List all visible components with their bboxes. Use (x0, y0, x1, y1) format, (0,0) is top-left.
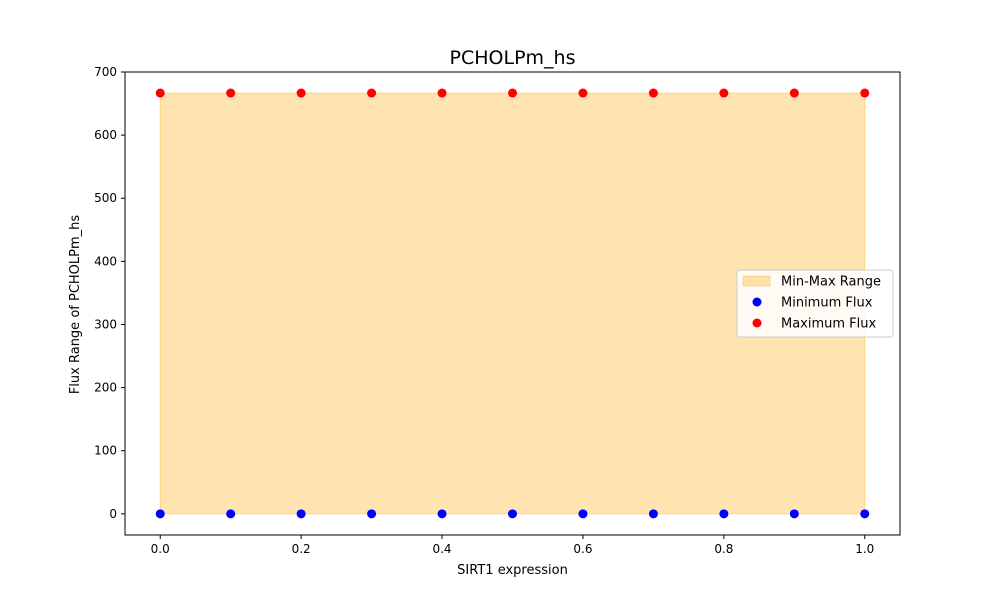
maximum-flux-point (226, 88, 236, 98)
maximum-flux-point (860, 88, 870, 98)
maximum-flux-point (437, 88, 447, 98)
y-tick-label: 600 (94, 128, 117, 142)
y-tick-label: 400 (94, 254, 117, 268)
y-tick-label: 700 (94, 65, 117, 79)
minimum-flux-point (719, 509, 729, 519)
chart-title: PCHOLPm_hs (450, 47, 576, 69)
legend-label-range: Min-Max Range (781, 275, 881, 290)
minimum-flux-point (296, 509, 306, 519)
minimum-flux-point (226, 509, 236, 519)
maximum-flux-point (648, 88, 658, 98)
minimum-flux-point (367, 509, 377, 519)
axes-frame (124, 71, 901, 536)
minimum-flux-point (155, 509, 165, 519)
legend-label-maximum: Maximum Flux (781, 317, 877, 332)
legend-marker-maximum (752, 318, 762, 328)
x-tick-label: 0.8 (714, 542, 733, 556)
maximum-flux-point (789, 88, 799, 98)
maximum-flux-point (155, 88, 165, 98)
maximum-flux-point (719, 88, 729, 98)
y-tick-label: 0 (109, 507, 117, 521)
x-tick-label: 0.2 (292, 542, 311, 556)
legend-box (736, 269, 894, 338)
y-tick-label: 500 (94, 191, 117, 205)
y-axis: 0 100 200 300 400 500 600 700 (94, 65, 125, 521)
maximum-flux-point (578, 88, 588, 98)
maximum-flux-point (508, 88, 517, 98)
x-axis-label: SIRT1 expression (457, 563, 568, 578)
maximum-flux-point (296, 88, 306, 98)
minimum-flux-point (578, 509, 588, 519)
y-tick-label: 200 (94, 381, 117, 395)
minimum-flux-point (648, 509, 658, 519)
y-axis-label: Flux Range of PCHOLPm_hs (68, 215, 83, 395)
plot-area (124, 71, 901, 536)
minimum-flux-point (437, 509, 447, 519)
y-tick-label: 100 (94, 444, 117, 458)
x-tick-label: 0.4 (432, 542, 451, 556)
minimum-flux-point (860, 509, 870, 519)
maximum-flux-point (367, 88, 377, 98)
legend-label-minimum: Minimum Flux (781, 296, 873, 311)
x-axis: 0.0 0.2 0.4 0.6 0.8 1.0 (151, 535, 874, 556)
legend-swatch-range (742, 275, 771, 287)
y-tick-label: 300 (94, 317, 117, 331)
minimum-flux-point (508, 509, 517, 519)
x-tick-label: 1.0 (855, 542, 874, 556)
x-tick-label: 0.0 (151, 542, 170, 556)
legend-marker-minimum (752, 297, 762, 307)
legend: Min-Max Range Minimum Flux Maximum Flux (736, 269, 894, 338)
minimum-flux-point (789, 509, 799, 519)
x-tick-label: 0.6 (573, 542, 592, 556)
